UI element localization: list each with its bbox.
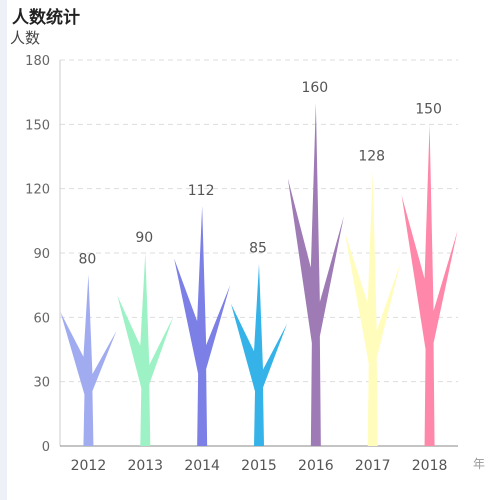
y-tick-label: 60 xyxy=(33,311,50,326)
x-axis-label: 年 xyxy=(473,457,486,471)
y-tick-label: 0 xyxy=(42,440,50,455)
data-label: 160 xyxy=(301,80,328,96)
chart-title: 人数统计 xyxy=(12,8,80,28)
data-label: 112 xyxy=(188,183,215,199)
data-label: 80 xyxy=(79,251,97,267)
data-label: 150 xyxy=(415,101,442,117)
data-label: 85 xyxy=(249,241,267,257)
x-tick-label: 2014 xyxy=(184,458,220,474)
x-tick-label: 2012 xyxy=(71,458,107,474)
bar-2012 xyxy=(60,274,117,446)
y-tick-label: 90 xyxy=(33,247,50,262)
y-tick-label: 180 xyxy=(25,54,50,69)
x-tick-label: 2016 xyxy=(298,458,334,474)
y-tick-label: 120 xyxy=(25,183,50,198)
x-tick-label: 2017 xyxy=(355,458,391,474)
data-label: 128 xyxy=(358,149,385,165)
y-axis-label: 人数 xyxy=(10,29,41,47)
x-tick-label: 2018 xyxy=(412,458,448,474)
bar-2013 xyxy=(117,253,174,446)
y-tick-label: 30 xyxy=(33,376,50,391)
bar-2015 xyxy=(231,263,287,446)
left-edge-strip xyxy=(0,0,7,500)
y-tick-label: 150 xyxy=(25,118,50,133)
bar-2018 xyxy=(401,124,458,446)
x-tick-label: 2013 xyxy=(127,458,163,474)
x-tick-label: 2015 xyxy=(241,458,277,474)
bar-2016 xyxy=(287,102,344,446)
bar-2017 xyxy=(344,171,401,446)
bar-2014 xyxy=(174,205,231,446)
data-label: 90 xyxy=(135,230,153,246)
